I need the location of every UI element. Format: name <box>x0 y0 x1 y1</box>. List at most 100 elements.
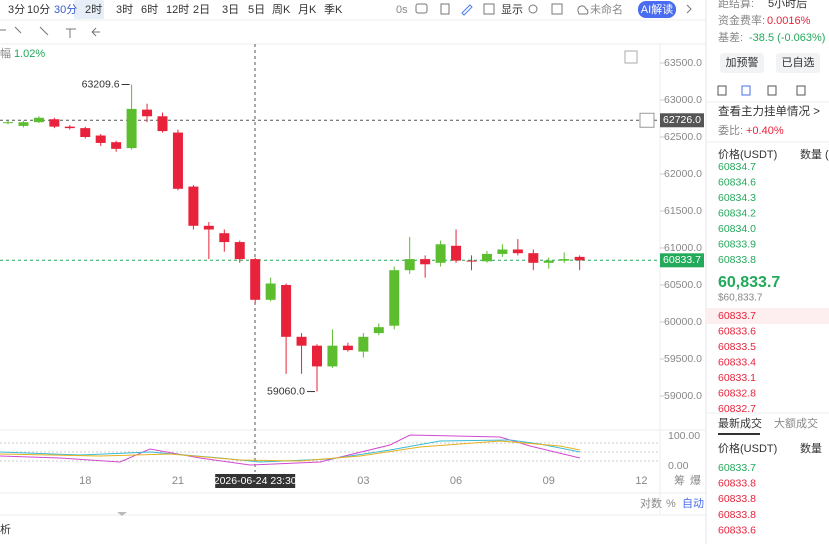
book-header-price: 价格(USDT) <box>718 147 777 161</box>
y-tick-label: 60500.0 <box>664 279 702 291</box>
candle-body <box>404 259 415 271</box>
bid-price: 60833.9 <box>718 238 756 250</box>
trade-price: 60833.7 <box>718 462 756 474</box>
bid-price: 60834.7 <box>718 161 756 173</box>
interval[interactable]: 2时 <box>85 3 102 16</box>
axis-button[interactable]: 对数 <box>640 496 662 510</box>
indicator <box>0 434 660 466</box>
bottom-tab[interactable]: 析 <box>0 522 11 536</box>
watch-button[interactable]: 已自选 <box>782 56 815 69</box>
ratio-label: 委比: <box>718 124 743 137</box>
interval[interactable]: 6时 <box>141 3 158 16</box>
y-tick-label: 63000.0 <box>664 94 702 106</box>
arrow-icon[interactable] <box>686 4 692 14</box>
candle-body <box>64 126 75 129</box>
ask-price: 60833.5 <box>718 341 756 353</box>
camera-icon[interactable] <box>415 3 428 14</box>
collapse-toggle[interactable] <box>117 512 127 516</box>
ask-highlight <box>706 308 829 324</box>
indicator-line <box>0 440 581 462</box>
y-tick-label: 60000.0 <box>664 316 702 328</box>
add-button[interactable] <box>639 112 655 128</box>
trade-price: 60833.8 <box>718 493 756 505</box>
x-tick-label: 06 <box>450 475 462 487</box>
amplitude: 1.02% <box>14 48 45 60</box>
trade-tab[interactable]: 最新成交 <box>718 416 762 430</box>
candle-body <box>126 108 137 149</box>
basis: -38.5 (-0.063%) <box>749 32 825 44</box>
funding-label: 资金费率: <box>718 13 765 27</box>
candle-body <box>389 270 400 326</box>
price-tag <box>660 253 704 268</box>
toolbar-icons <box>0 3 692 38</box>
y-tick-label: 62500.0 <box>664 131 702 143</box>
x-tick-label: 18 <box>79 475 91 487</box>
interval[interactable]: 5日 <box>248 4 265 16</box>
side-tab[interactable]: 爆 <box>690 473 701 487</box>
layout-name[interactable]: 未命名 <box>590 2 623 16</box>
fullscreen-icon[interactable] <box>551 3 563 15</box>
ai-button[interactable] <box>638 1 676 18</box>
trade-price: 60833.8 <box>718 477 756 489</box>
candle-body <box>373 327 384 334</box>
interval[interactable]: 3时 <box>116 3 133 16</box>
y-tick-label: 62000.0 <box>664 168 702 180</box>
candle-body <box>559 259 570 261</box>
candle-body <box>80 128 91 137</box>
button[interactable] <box>776 53 820 73</box>
display-button[interactable]: 显示 <box>501 3 523 16</box>
candle-body <box>312 345 322 367</box>
settings-icon[interactable] <box>528 4 538 14</box>
side-tab[interactable]: 筹 <box>674 473 685 487</box>
price-tag-label: 60833.7 <box>663 254 701 266</box>
settle: 5小时后 <box>768 0 807 10</box>
ai-button-label[interactable]: AI解读 <box>641 2 673 16</box>
interval[interactable]: 月K <box>298 4 317 16</box>
draw-icon[interactable] <box>461 4 473 16</box>
share-icon[interactable] <box>440 3 450 15</box>
trade-tab[interactable]: 大额成交 <box>774 416 818 430</box>
maximize-icon[interactable] <box>624 50 638 64</box>
depth-link[interactable]: 查看主力挂单情况 > <box>718 104 820 118</box>
bid-price: 60834.2 <box>718 207 756 219</box>
button[interactable] <box>720 53 764 73</box>
candle-body <box>265 283 276 300</box>
alert-button[interactable]: 加预警 <box>726 55 759 69</box>
expand-icon[interactable] <box>483 3 495 15</box>
x-tick-label: 2026-06-24 23:30 <box>214 475 297 487</box>
bid-price: 60833.8 <box>718 254 756 266</box>
high-label: 63209.6 <box>82 78 120 90</box>
trade-header-price: 价格(USDT) <box>718 441 777 455</box>
interval[interactable]: 3分 <box>8 3 25 16</box>
interval[interactable]: 周K <box>272 3 291 16</box>
cloud-icon[interactable] <box>577 5 589 15</box>
view-icon[interactable] <box>767 85 777 96</box>
settle-label: 距结算: <box>718 0 754 10</box>
ask-price: 60833.4 <box>718 356 756 368</box>
candle-body <box>219 233 230 243</box>
axis-button[interactable]: % <box>666 498 676 510</box>
view-icon[interactable] <box>717 85 727 96</box>
view-icon[interactable] <box>796 85 806 96</box>
candle-body <box>203 225 214 230</box>
ask-price: 60832.8 <box>718 387 756 399</box>
interval[interactable]: 3日 <box>222 4 239 16</box>
view-icon[interactable] <box>741 85 751 96</box>
interval[interactable]: 10分 <box>27 3 50 16</box>
candle-body <box>466 260 477 262</box>
candle-body <box>234 242 245 260</box>
axis-button[interactable]: 自动 <box>682 497 704 510</box>
amplitude-label: 幅 <box>0 47 11 60</box>
drawing-tools[interactable] <box>0 26 100 38</box>
last-price: 60,833.7 <box>718 274 780 291</box>
interval[interactable]: 2日 <box>193 4 210 16</box>
candle-body <box>543 260 554 263</box>
x-tick-label: 03 <box>357 475 369 487</box>
interval[interactable]: 季K <box>324 3 343 16</box>
countdown: 0s <box>396 4 408 16</box>
interval[interactable]: 30分 <box>54 3 77 16</box>
interval[interactable]: 12时 <box>166 3 189 16</box>
candle-body <box>95 135 106 143</box>
candle-body <box>451 245 462 261</box>
bid-price: 60834.0 <box>718 223 756 235</box>
